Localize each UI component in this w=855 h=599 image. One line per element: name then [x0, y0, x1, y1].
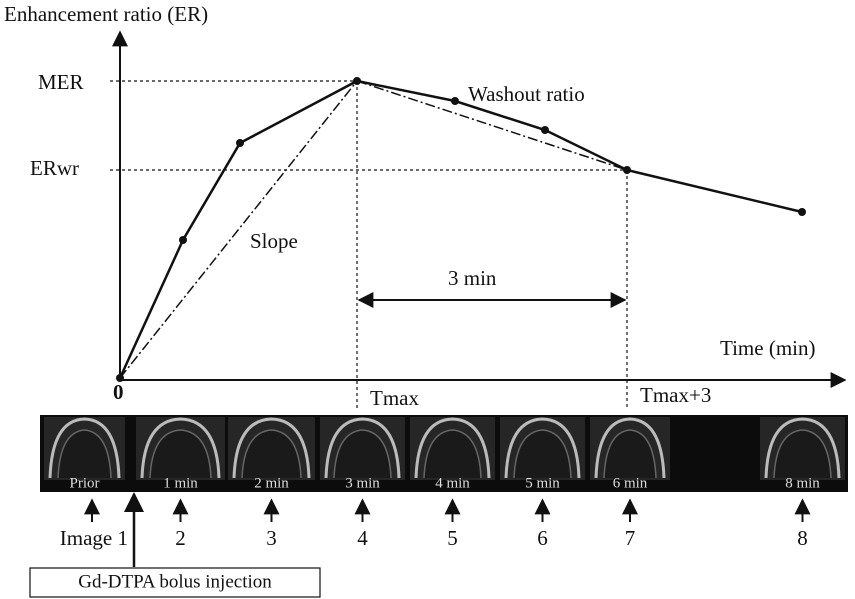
- er-curve: [120, 81, 802, 378]
- frame-number: 6: [537, 526, 548, 550]
- frame-number: 4: [357, 526, 368, 550]
- frame-number: 2: [175, 526, 186, 550]
- guide-lines: [110, 81, 627, 410]
- mer-label: MER: [38, 70, 84, 94]
- frame-label: Prior: [70, 475, 100, 491]
- frame-number: Image 1: [60, 526, 128, 550]
- frame-label: 1 min: [163, 475, 198, 491]
- erwr-label: ERwr: [30, 156, 79, 180]
- curve-points: [116, 77, 806, 382]
- frame-label: 5 min: [525, 475, 560, 491]
- origin-label: 0: [113, 380, 124, 404]
- frame-number: 5: [447, 526, 458, 550]
- reference-lines: [120, 81, 627, 378]
- frame-label: 8 min: [785, 475, 820, 491]
- interval-label: 3 min: [448, 266, 497, 290]
- washout-label: Washout ratio: [468, 82, 585, 106]
- frame-label: 3 min: [345, 475, 380, 491]
- y-axis-label: Enhancement ratio (ER): [4, 2, 208, 26]
- tmax-label: Tmax: [370, 386, 419, 410]
- frame-number: 3: [266, 526, 277, 550]
- x-axis-label: Time (min): [720, 336, 815, 360]
- frame-label: 4 min: [435, 475, 470, 491]
- frame-number: 8: [797, 526, 808, 550]
- slope-label: Slope: [250, 229, 298, 253]
- frame-number: 7: [625, 526, 636, 550]
- tmax3-label: Tmax+3: [640, 383, 711, 407]
- injection-label: Gd-DTPA bolus injection: [78, 571, 272, 592]
- frame-label: 6 min: [613, 475, 648, 491]
- frame-label: 2 min: [254, 475, 289, 491]
- diagram: Enhancement ratio (ER) Time (min) 0 MER …: [0, 0, 855, 599]
